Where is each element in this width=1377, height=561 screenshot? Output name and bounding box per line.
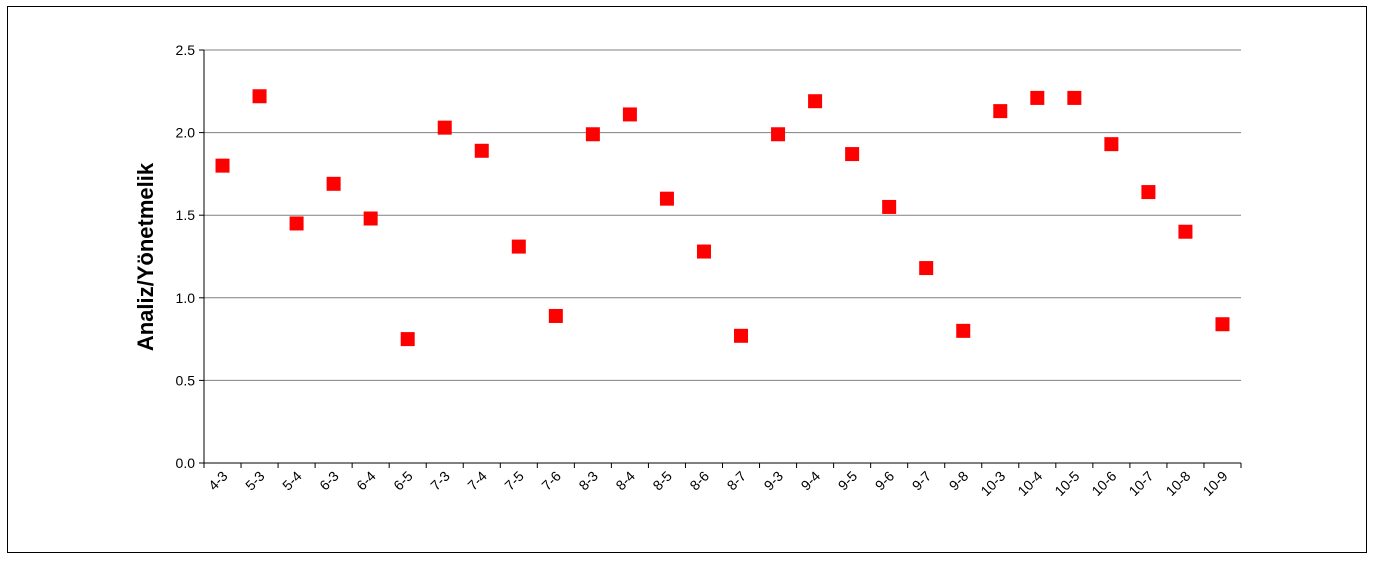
x-tick-label: 9-7 — [909, 468, 935, 494]
x-tick-label: 7-6 — [538, 468, 564, 494]
data-point-6-5 — [400, 332, 415, 347]
x-tick-label: 10-3 — [977, 468, 1008, 499]
y-axis-title: Analiz/Yönetmelik — [133, 162, 158, 351]
data-point-10-8 — [1178, 224, 1193, 239]
x-tick-label: 10-8 — [1162, 468, 1193, 499]
data-point-8-4 — [622, 107, 637, 122]
data-point-9-3 — [771, 127, 786, 142]
x-tick-label: 7-3 — [427, 468, 453, 494]
x-tick-label: 8-7 — [724, 468, 750, 494]
x-tick-label: 9-4 — [798, 468, 824, 494]
data-point-9-4 — [808, 94, 823, 109]
chart-frame — [7, 6, 1367, 553]
data-point-10-3 — [993, 104, 1008, 119]
data-point-10-9 — [1215, 317, 1230, 332]
data-point-6-4 — [363, 211, 378, 226]
data-point-8-5 — [659, 191, 674, 206]
data-point-5-3 — [252, 89, 267, 104]
data-point-7-3 — [437, 120, 452, 135]
y-tick-label: 2.5 — [176, 42, 196, 58]
y-tick-label: 0.5 — [176, 372, 196, 388]
x-tick-label: 5-3 — [242, 468, 268, 494]
data-point-8-3 — [585, 127, 600, 142]
data-points — [215, 89, 1230, 347]
data-point-5-4 — [289, 216, 304, 231]
x-tick-label: 5-4 — [279, 468, 305, 494]
x-tick-label: 8-5 — [649, 468, 675, 494]
x-tick-label: 6-4 — [353, 468, 379, 494]
data-point-9-8 — [956, 323, 971, 338]
x-tick-label: 10-7 — [1125, 468, 1156, 499]
x-tick-label: 6-5 — [390, 468, 416, 494]
x-tick-label: 8-6 — [686, 468, 712, 494]
axes — [199, 49, 1242, 468]
x-tick-label: 4-3 — [205, 468, 231, 494]
x-tick-label: 8-4 — [612, 468, 638, 494]
data-point-10-4 — [1030, 90, 1045, 105]
y-tick-label: 1.0 — [176, 290, 196, 306]
data-point-9-6 — [882, 199, 897, 214]
x-tick-labels: 4-3 5-3 5-4 6-3 6-4 6-5 7-3 7-4 7-5 7-6 8-3 8-4 8-5 8… — [205, 468, 1231, 499]
data-point-10-5 — [1067, 90, 1082, 105]
x-tick-label: 8-3 — [575, 468, 601, 494]
y-tick-label: 0.0 — [176, 455, 196, 471]
x-tick-label: 10-9 — [1199, 468, 1230, 499]
x-tick-label: 10-5 — [1051, 468, 1082, 499]
x-tick-label: 10-4 — [1014, 468, 1045, 499]
data-point-9-5 — [845, 147, 860, 162]
data-point-8-6 — [696, 244, 711, 259]
x-tick-label: 7-5 — [501, 468, 527, 494]
data-point-8-7 — [734, 328, 749, 343]
data-point-7-5 — [511, 239, 526, 254]
x-tick-label: 9-3 — [761, 468, 787, 494]
data-point-6-3 — [326, 176, 341, 191]
x-tick-label: 9-8 — [946, 468, 972, 494]
y-tick-labels: 0.0 0.5 1.0 1.5 2.0 2.5 — [176, 42, 196, 471]
x-tick-label: 10-6 — [1088, 468, 1119, 499]
y-tick-label: 1.5 — [176, 207, 196, 223]
x-tick-label: 6-3 — [316, 468, 342, 494]
data-point-10-6 — [1104, 137, 1119, 152]
data-point-10-7 — [1141, 185, 1156, 200]
gridlines — [204, 49, 1241, 381]
y-tick-label: 2.0 — [176, 125, 196, 141]
x-tick-label: 9-6 — [872, 468, 898, 494]
x-tick-label: 7-4 — [464, 468, 490, 494]
data-point-7-4 — [474, 143, 489, 158]
data-point-9-7 — [919, 261, 934, 276]
x-tick-label: 9-5 — [835, 468, 861, 494]
data-point-4-3 — [215, 158, 230, 173]
data-point-7-6 — [548, 308, 563, 323]
